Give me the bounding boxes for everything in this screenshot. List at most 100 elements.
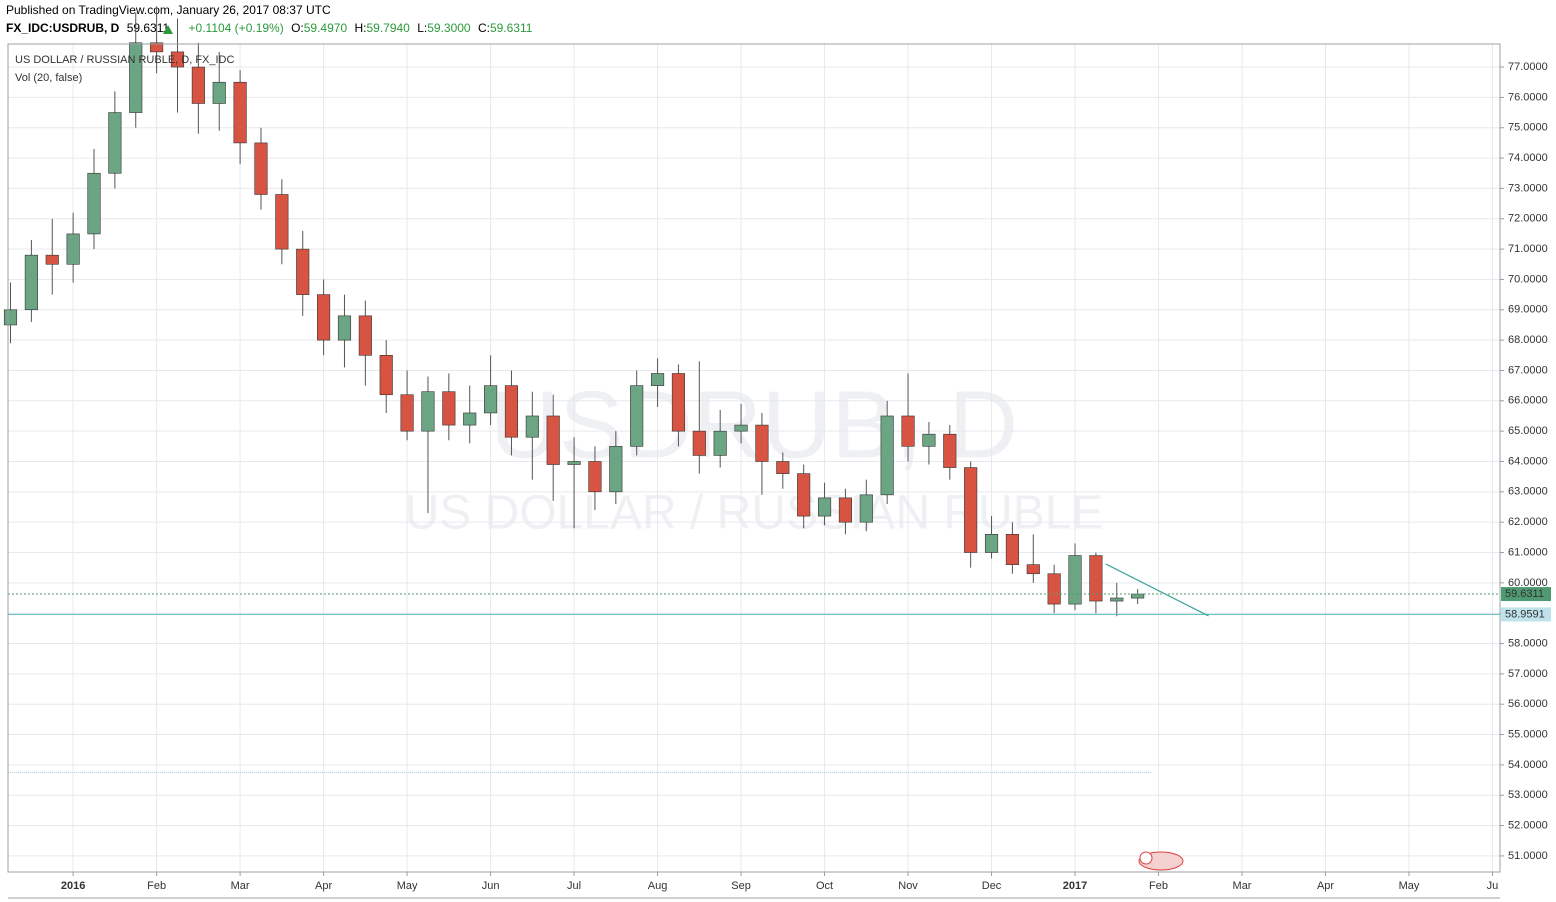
candle-body <box>880 415 894 496</box>
candle-body <box>943 433 957 468</box>
plot-frame <box>7 43 1501 873</box>
up-arrow <box>163 25 173 34</box>
y-tick-label: 67.0000 <box>1508 364 1548 376</box>
last-price: 59.6311 <box>127 21 170 35</box>
y-tick-label: 60.0000 <box>1508 577 1548 589</box>
c-label: C: <box>478 21 490 35</box>
price-badge-label: 58.9591 <box>1505 608 1545 620</box>
y-tick-label: 56.0000 <box>1508 698 1548 710</box>
candle-body <box>671 373 686 432</box>
candle-body <box>817 497 832 517</box>
y-tick-label: 72.0000 <box>1508 213 1548 225</box>
y-tick-label: 76.0000 <box>1508 91 1548 103</box>
x-tick-label: Jul <box>567 880 581 892</box>
candle-body <box>170 51 185 68</box>
candle-body <box>1026 564 1040 575</box>
candle-body <box>66 233 80 265</box>
candle-body <box>87 172 101 235</box>
event-icon <box>1138 851 1184 871</box>
candle-body <box>797 473 811 517</box>
candle-body <box>150 42 164 53</box>
candle-body <box>838 497 852 523</box>
candle-body <box>254 142 268 195</box>
y-tick-label: 62.0000 <box>1508 516 1548 528</box>
symbol: FX_IDC:USDRUB, D <box>6 21 120 35</box>
candle-body <box>651 373 665 386</box>
y-tick-label: 65.0000 <box>1508 425 1548 437</box>
x-tick-label: Dec <box>982 880 1002 892</box>
candle-body <box>546 415 560 465</box>
x-tick-label: Ju <box>1487 880 1499 892</box>
candle-body <box>3 309 18 326</box>
candle-body <box>191 66 205 104</box>
candle-body <box>421 391 435 432</box>
candle-body <box>358 315 372 356</box>
h-label: H: <box>354 21 366 35</box>
candle-body <box>630 385 644 447</box>
candle-body <box>1110 597 1124 602</box>
l-value: 59.3000 <box>427 21 471 35</box>
candle-body <box>463 412 477 426</box>
y-tick-label: 52.0000 <box>1508 819 1548 831</box>
l-label: L: <box>417 21 427 35</box>
candle-body <box>776 461 790 474</box>
y-tick-label: 55.0000 <box>1508 728 1548 740</box>
candle-body <box>984 534 999 553</box>
candle-body <box>588 461 602 493</box>
plot-area: USDRUB, D US DOLLAR / RUSSIAN RUBLE <box>3 6 1500 872</box>
x-tick-label: Apr <box>315 880 332 892</box>
x-tick-label: Mar <box>1233 880 1252 892</box>
candle-body <box>1005 534 1019 565</box>
candle-body <box>129 42 143 113</box>
x-tick-label: May <box>1399 880 1420 892</box>
y-tick-label: 63.0000 <box>1508 486 1548 498</box>
candle-body <box>1089 555 1103 602</box>
x-tick-label: Oct <box>816 880 833 892</box>
x-tick-label: Nov <box>898 880 918 892</box>
candle-body <box>734 424 748 432</box>
candle-body <box>713 430 727 456</box>
x-tick-label: Mar <box>231 880 250 892</box>
change: +0.1104 (+0.19%) <box>189 21 284 35</box>
y-tick-label: 64.0000 <box>1508 455 1548 467</box>
candle-body <box>1047 573 1061 605</box>
x-tick-label: Sep <box>731 880 751 892</box>
c-value: 59.6311 <box>490 21 533 35</box>
candle-body <box>922 433 936 447</box>
x-tick-label: May <box>397 880 418 892</box>
candle-body <box>1131 593 1145 599</box>
candle-body <box>317 294 331 341</box>
candle-body <box>233 81 247 144</box>
y-tick-label: 73.0000 <box>1508 182 1548 194</box>
x-tick-label: Feb <box>147 880 166 892</box>
o-value: 59.4970 <box>304 21 348 35</box>
price-badge <box>1501 587 1551 602</box>
y-tick-label: 71.0000 <box>1508 243 1548 255</box>
candle-body <box>504 385 519 438</box>
candle-body <box>901 415 915 447</box>
candle-body <box>400 394 414 432</box>
candle-body <box>1068 555 1082 605</box>
y-tick-label: 77.0000 <box>1508 61 1548 73</box>
candle-body <box>609 446 623 493</box>
y-tick-label: 70.0000 <box>1508 273 1548 285</box>
watermark-sub: US DOLLAR / RUSSIAN RUBLE <box>405 487 1104 540</box>
y-tick-label: 53.0000 <box>1508 789 1548 801</box>
price-badge <box>1501 607 1551 622</box>
y-tick-label: 61.0000 <box>1508 546 1548 558</box>
y-tick-label: 58.0000 <box>1508 637 1548 649</box>
y-tick-label: 51.0000 <box>1508 850 1548 862</box>
candle-body <box>108 112 122 174</box>
legend-title: US DOLLAR / RUSSIAN RUBLE, D, FX_IDC <box>15 54 234 66</box>
candle-body <box>525 415 539 438</box>
indicator-label: Vol (20, false) <box>15 72 82 84</box>
candle-body <box>484 385 498 414</box>
candle-body <box>755 424 769 462</box>
trend-line <box>1105 563 1209 617</box>
candle-body <box>379 354 393 396</box>
candle-body <box>275 194 289 250</box>
candle-body <box>442 391 456 426</box>
x-tick-label: Jun <box>482 880 500 892</box>
price-badge-label: 59.6311 <box>1505 588 1544 600</box>
